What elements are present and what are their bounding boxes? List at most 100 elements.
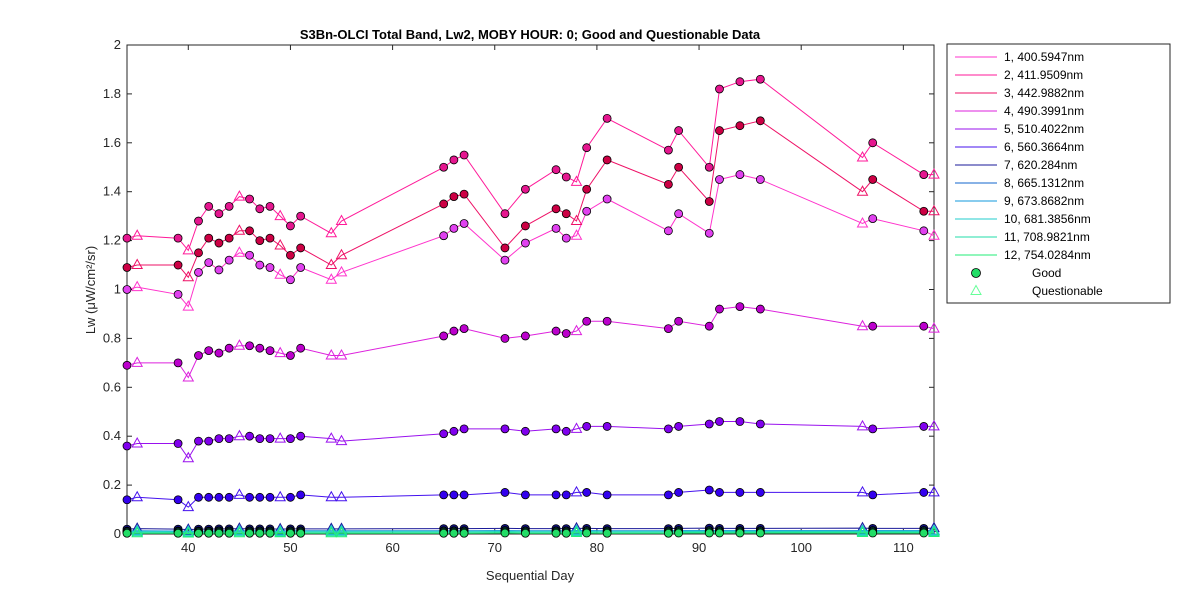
questionable-point [274,238,287,250]
legend-entry: 11, 708.9821nm [1004,230,1090,244]
good-point [551,326,561,336]
good-point [674,126,684,135]
x-tick-label: 60 [385,540,399,555]
good-point [868,424,878,434]
good-point [500,488,510,497]
good-point [459,490,469,500]
good-point [582,422,592,431]
good-point [122,528,132,538]
questionable-point [325,526,338,538]
good-point [459,424,469,434]
questionable-point [325,273,338,284]
questionable-point [856,526,869,537]
good-point [520,426,530,436]
good-point [674,316,684,326]
questionable-point [856,485,869,497]
good-point [919,170,929,179]
good-point [582,316,592,326]
good-point [449,426,459,436]
good-point [255,492,265,502]
good-point [265,233,275,243]
good-point [715,528,724,538]
good-point [561,490,571,500]
legend-entry: 5, 510.4022nm [1004,122,1084,136]
good-point [286,351,295,360]
good-point [551,223,561,233]
good-point [674,488,684,497]
good-point [561,528,571,538]
good-point [561,209,571,219]
questionable-point [233,339,246,350]
x-tick-label: 80 [590,540,604,555]
good-point [204,201,214,211]
good-point [520,238,530,248]
good-point [214,209,224,219]
y-tick-label: 0.6 [103,379,121,394]
questionable-point [570,422,583,433]
good-point [755,304,765,314]
good-point [704,162,714,172]
questionable-point [131,436,144,448]
good-point [919,321,929,331]
questionable-point [928,204,940,216]
questionable-point [325,432,338,443]
good-point [459,528,469,538]
questionable-point [182,526,195,538]
good-point [715,175,724,184]
good-point [224,434,234,444]
legend-entry: 8, 665.1312nm [1004,176,1084,190]
good-point [551,528,561,538]
good-point [602,528,612,538]
good-point [520,528,530,538]
good-point [255,434,265,444]
x-tick-label: 100 [790,540,812,555]
legend-entry: 10, 681.3856nm [1004,212,1091,226]
questionable-point [274,526,287,538]
y-tick-label: 0.4 [103,428,121,443]
good-point [224,201,234,211]
good-point [296,431,306,441]
good-point [255,236,265,246]
good-point [265,492,275,502]
questionable-point [182,243,195,255]
good-point [439,199,449,209]
good-point [868,321,878,331]
good-point [204,233,214,243]
questionable-point [335,248,348,260]
questionable-point [131,229,144,240]
questionable-point [335,490,348,502]
good-point [122,441,132,451]
good-point [173,528,183,538]
good-point [122,360,132,370]
good-point [194,492,203,502]
questionable-point [233,190,246,201]
good-point [194,436,203,446]
questionable-point [182,500,195,512]
questionable-point [274,209,287,221]
good-point [245,341,254,351]
good-point [214,528,224,538]
questionable-point [325,226,338,238]
x-tick-label: 40 [181,540,195,555]
good-point [500,243,510,253]
x-tick-label: 90 [692,540,706,555]
questionable-point [182,370,195,382]
good-point [194,351,203,360]
questionable-point [274,268,287,279]
questionable-point [325,348,338,360]
good-point [214,492,224,502]
good-point [704,528,714,538]
good-point [561,172,571,182]
y-tick-label: 1.2 [103,233,121,248]
good-point [868,214,878,223]
good-point [664,424,673,434]
questionable-point [928,322,940,333]
good-point [286,221,295,231]
y-tick-label: 1.6 [103,135,121,150]
good-point [735,488,745,497]
questionable-point [856,185,869,196]
good-point [715,84,724,94]
y-axis-label: Lw (μW/cm²/sr) [83,246,98,334]
good-point [214,434,224,444]
good-point [919,206,929,216]
